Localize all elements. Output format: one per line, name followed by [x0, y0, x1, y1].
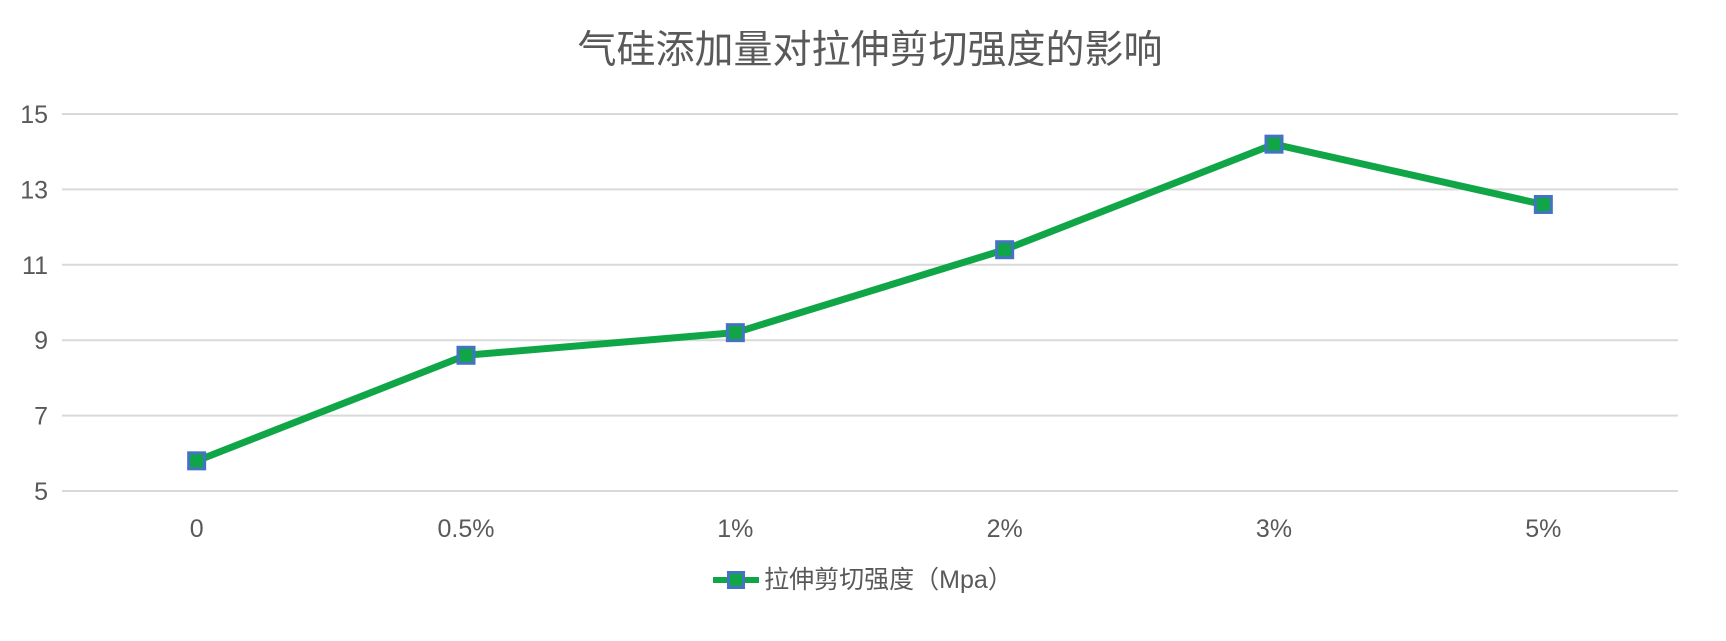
x-tick-label: 0 — [190, 515, 204, 543]
x-tick-label: 5% — [1525, 515, 1561, 543]
y-tick-label: 13 — [20, 176, 48, 204]
data-point-marker — [1533, 194, 1553, 214]
legend-marker-icon — [713, 570, 760, 590]
x-tick-label: 1% — [717, 515, 753, 543]
data-point-marker — [187, 451, 207, 471]
x-axis-labels: 0 0.5% 1% 2% 3% 5% — [190, 515, 1562, 543]
y-tick-label: 9 — [34, 327, 48, 355]
legend: 拉伸剪切强度（Mpa） — [0, 560, 1726, 600]
gridlines — [62, 113, 1678, 492]
x-tick-label: 2% — [987, 515, 1023, 543]
data-point-marker — [995, 240, 1015, 260]
y-axis-labels: 5 7 9 11 13 15 — [20, 101, 48, 506]
chart-title: 气硅添加量对拉伸剪切强度的影响 — [577, 29, 1162, 72]
legend-square-swatch — [727, 571, 746, 589]
legend-series-label: 拉伸剪切强度（Mpa） — [764, 566, 1013, 594]
series-line — [193, 140, 1547, 465]
data-point-marker — [1264, 134, 1284, 154]
y-tick-label: 7 — [34, 403, 48, 431]
y-tick-label: 5 — [34, 478, 48, 506]
x-tick-label: 3% — [1256, 515, 1292, 543]
x-tick-label: 0.5% — [438, 515, 495, 543]
y-tick-label: 15 — [20, 101, 48, 129]
y-tick-label: 11 — [22, 252, 48, 280]
data-series — [187, 134, 1553, 471]
data-point-marker — [725, 323, 745, 343]
data-point-marker — [456, 345, 476, 365]
